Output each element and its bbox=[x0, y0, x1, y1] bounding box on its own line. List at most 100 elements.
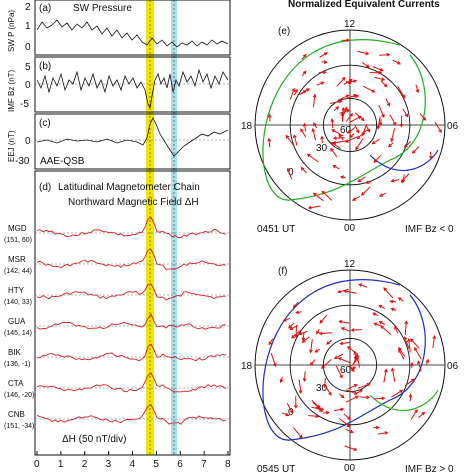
current-arrowhead bbox=[392, 122, 397, 126]
current-arrowhead bbox=[315, 414, 320, 419]
panel-b: (b) 5 0 -5 IMF Bz (nT) bbox=[7, 56, 231, 113]
current-arrowhead bbox=[341, 76, 346, 81]
current-arrow bbox=[414, 347, 422, 360]
current-arrow bbox=[281, 412, 289, 416]
current-arrowhead bbox=[279, 379, 284, 384]
x-tick-label: 5 bbox=[153, 459, 159, 470]
station-trace-msr bbox=[36, 248, 227, 270]
current-arrowhead bbox=[309, 349, 313, 354]
current-arrowhead bbox=[398, 346, 402, 351]
panel-d-title-line2: Northward Magnetic Field ΔH bbox=[68, 197, 199, 208]
current-arrow bbox=[302, 336, 310, 343]
current-arrow bbox=[344, 445, 357, 451]
current-arrow bbox=[300, 167, 307, 174]
current-arrowhead bbox=[338, 99, 343, 104]
current-arrow bbox=[397, 86, 406, 99]
current-arrowhead bbox=[313, 122, 317, 127]
current-arrow bbox=[354, 125, 360, 133]
current-arrowhead bbox=[361, 132, 366, 137]
current-arrowhead bbox=[267, 137, 272, 142]
current-arrowhead bbox=[378, 321, 383, 325]
current-arrow bbox=[347, 384, 358, 390]
station-coords-cta: (146, -20) bbox=[4, 392, 34, 399]
current-arrowhead bbox=[341, 106, 346, 111]
station-name-msr: MSR bbox=[8, 255, 26, 264]
current-arrow bbox=[336, 77, 346, 87]
current-arrowhead bbox=[305, 88, 310, 92]
current-arrowhead bbox=[289, 326, 294, 330]
current-arrow bbox=[303, 123, 307, 132]
mlt-00-label: 00 bbox=[344, 463, 356, 474]
current-arrow bbox=[292, 427, 303, 439]
current-arrowhead bbox=[294, 88, 298, 93]
panel-b-tick-0: 0 bbox=[25, 80, 31, 91]
panel-c: (c) AAE-QSB 0 -30 EEJ (nT) bbox=[7, 113, 231, 170]
current-arrowhead bbox=[366, 128, 371, 133]
current-arrow bbox=[344, 94, 357, 100]
current-arrow bbox=[385, 98, 390, 106]
current-arrowhead bbox=[288, 324, 292, 329]
current-arrow bbox=[402, 108, 408, 117]
x-tick-label: 3 bbox=[106, 459, 112, 470]
current-arrow bbox=[350, 115, 362, 123]
current-arrow bbox=[412, 146, 420, 154]
current-arrow bbox=[361, 186, 371, 196]
current-arrow bbox=[357, 383, 370, 389]
current-arrow bbox=[313, 192, 324, 202]
panel-b-letter: (b) bbox=[39, 61, 51, 72]
current-arrow bbox=[352, 195, 361, 201]
current-arrow bbox=[286, 402, 293, 414]
current-arrowhead bbox=[330, 147, 334, 152]
current-arrowhead bbox=[383, 83, 388, 88]
current-arrowhead bbox=[285, 412, 290, 417]
current-arrow bbox=[391, 389, 403, 398]
current-arrowhead bbox=[295, 310, 300, 315]
current-arrowhead bbox=[373, 159, 378, 163]
current-arrowhead bbox=[408, 393, 413, 398]
current-arrow bbox=[354, 389, 363, 395]
current-arrowhead bbox=[298, 331, 303, 336]
current-arrow bbox=[310, 339, 313, 353]
current-arrowhead bbox=[422, 116, 427, 121]
current-arrowhead bbox=[337, 357, 342, 361]
current-arrow bbox=[354, 112, 365, 121]
current-arrowhead bbox=[347, 129, 352, 134]
panel-d-title-line1: Latitudinal Magnetometer Chain bbox=[58, 182, 200, 193]
current-arrow bbox=[345, 428, 354, 433]
current-arrowhead bbox=[355, 353, 360, 358]
imf-label: IMF Bz > 0 bbox=[405, 464, 454, 474]
current-arrowhead bbox=[379, 68, 384, 72]
current-arrow bbox=[289, 324, 299, 330]
current-arrow bbox=[418, 412, 425, 419]
current-arrowhead bbox=[339, 374, 343, 379]
current-arrowhead bbox=[282, 318, 287, 322]
station-trace-mgd bbox=[36, 216, 227, 239]
current-arrowhead bbox=[381, 396, 386, 401]
convection-curve-2 bbox=[369, 389, 439, 412]
current-arrowhead bbox=[355, 94, 360, 99]
current-arrowhead bbox=[360, 117, 365, 122]
current-arrowhead bbox=[316, 330, 320, 335]
station-trace-cnb bbox=[36, 403, 227, 425]
current-arrow bbox=[315, 407, 323, 412]
current-arrowhead bbox=[371, 140, 376, 145]
current-arrow bbox=[374, 76, 385, 81]
station-coords-cnb: (151, -34) bbox=[4, 423, 34, 430]
current-arrow bbox=[394, 326, 399, 334]
current-arrow bbox=[434, 122, 442, 133]
current-arrowhead bbox=[366, 382, 371, 387]
current-arrow bbox=[380, 325, 392, 336]
current-arrowhead bbox=[411, 378, 415, 383]
current-arrow bbox=[337, 94, 349, 101]
panel-d: (d) Latitudinal Magnetometer Chain North… bbox=[4, 170, 231, 456]
current-arrowhead bbox=[380, 325, 385, 329]
current-arrow bbox=[312, 401, 320, 409]
current-arrow bbox=[391, 368, 396, 382]
panel-a-letter: (a) bbox=[39, 3, 51, 14]
current-arrowhead bbox=[333, 355, 338, 359]
current-arrowhead bbox=[339, 341, 344, 346]
current-arrowhead bbox=[300, 128, 304, 133]
imf-bz-line bbox=[36, 68, 229, 110]
current-arrowhead bbox=[340, 394, 345, 399]
